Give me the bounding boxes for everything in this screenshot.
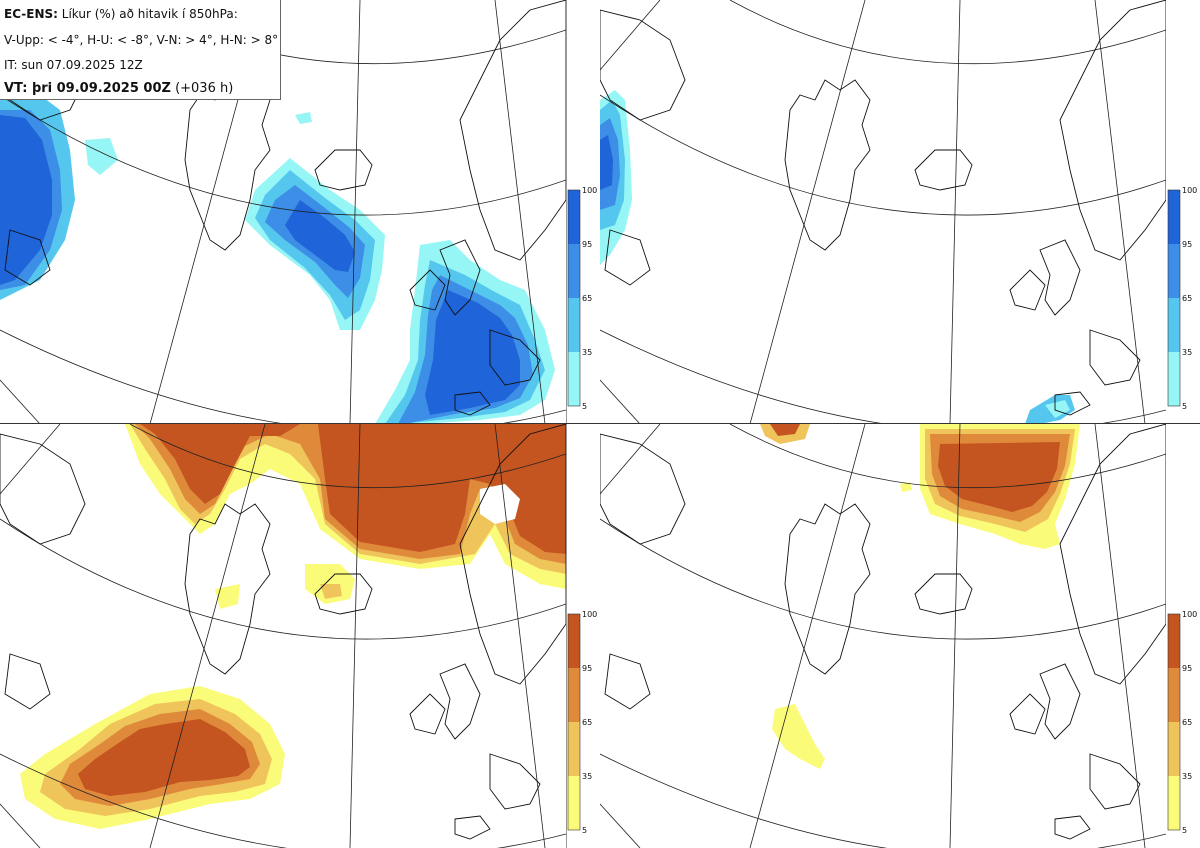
- cbar-tick: 100: [1182, 610, 1197, 619]
- cbar-tick: 65: [582, 294, 592, 303]
- graticule: [600, 424, 1166, 848]
- cbar-band: [568, 352, 580, 406]
- valid-time-label: VT: þri 09.09.2025 00Z: [4, 81, 171, 96]
- map-panel-cold-minus8: [600, 0, 1166, 424]
- probability-field: [600, 90, 1075, 424]
- map-panel-cold-minus4: [0, 0, 566, 424]
- colorbar-orange-bottom-left: 100 95 65 35 5: [566, 610, 608, 834]
- map-panel-warm-plus8: [600, 424, 1166, 848]
- cbar-tick: 65: [582, 718, 592, 727]
- legend-title: EC-ENS: Líkur (%) að hitavik í 850hPa:: [4, 7, 238, 21]
- coastlines: [600, 0, 1166, 416]
- probability-field: [0, 95, 555, 424]
- title-text: Líkur (%) að hitavik í 850hPa:: [57, 7, 238, 21]
- cbar-tick: 95: [582, 664, 592, 673]
- coastlines: [600, 424, 1166, 840]
- cbar-tick: 100: [1182, 186, 1197, 195]
- cbar-tick: 35: [582, 772, 592, 781]
- legend-valid-time: VT: þri 09.09.2025 00Z (+036 h): [4, 81, 233, 96]
- legend-init-time: IT: sun 07.09.2025 12Z: [4, 58, 143, 72]
- cbar-tick: 100: [582, 610, 597, 619]
- cbar-tick: 5: [1182, 402, 1187, 410]
- legend-thresholds: V-Upp: < -4°, H-U: < -8°, V-N: > 4°, H-N…: [4, 33, 279, 47]
- cbar-tick: 95: [1182, 664, 1192, 673]
- chart-legend-box: EC-ENS: Líkur (%) að hitavik í 850hPa: V…: [0, 0, 281, 100]
- graticule: [600, 0, 1166, 424]
- cbar-tick: 5: [582, 826, 587, 834]
- map-cold-minus4: [0, 0, 566, 424]
- map-warm-plus4: [0, 424, 566, 848]
- cbar-tick: 5: [1182, 826, 1187, 834]
- map-warm-plus8: [600, 424, 1166, 848]
- cbar-tick: 65: [1182, 718, 1192, 727]
- cbar-band: [568, 244, 580, 298]
- coastlines: [0, 424, 566, 840]
- cbar-tick: 5: [582, 402, 587, 410]
- product-name: EC-ENS:: [4, 7, 58, 21]
- panel-divider-vertical: [566, 0, 567, 848]
- cbar-band: [568, 298, 580, 352]
- cbar-tick: 100: [582, 186, 597, 195]
- probability-field: [760, 424, 1080, 769]
- graticule: [0, 424, 566, 848]
- cbar-tick: 95: [582, 240, 592, 249]
- cbar-tick: 95: [1182, 240, 1192, 249]
- cbar-tick: 35: [582, 348, 592, 357]
- panel-divider-horizontal: [0, 423, 1200, 424]
- colorbar-blue-top-right: 100 95 65 35 5: [1166, 186, 1200, 410]
- cbar-tick: 65: [1182, 294, 1192, 303]
- map-cold-minus8: [600, 0, 1166, 424]
- colorbar-blue-top-left: 100 95 65 35 5: [566, 186, 608, 410]
- map-panel-warm-plus4: [0, 424, 566, 848]
- cbar-tick: 35: [1182, 348, 1192, 357]
- colorbar-orange-bottom-right: 100 95 65 35 5: [1166, 610, 1200, 834]
- probability-field: [20, 424, 566, 829]
- cbar-band: [568, 190, 580, 244]
- lead-time: (+036 h): [170, 81, 234, 96]
- cbar-tick: 35: [1182, 772, 1192, 781]
